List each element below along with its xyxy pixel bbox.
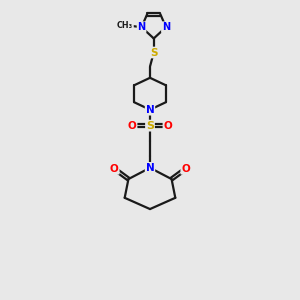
- Text: N: N: [146, 105, 154, 115]
- Text: O: O: [110, 164, 119, 174]
- Text: O: O: [128, 121, 136, 130]
- Text: S: S: [146, 121, 154, 130]
- Text: N: N: [146, 163, 154, 173]
- Text: N: N: [162, 22, 170, 32]
- Text: N: N: [137, 22, 146, 32]
- Text: S: S: [150, 47, 158, 58]
- Text: O: O: [181, 164, 190, 174]
- Text: CH₃: CH₃: [117, 21, 133, 30]
- Text: O: O: [164, 121, 172, 130]
